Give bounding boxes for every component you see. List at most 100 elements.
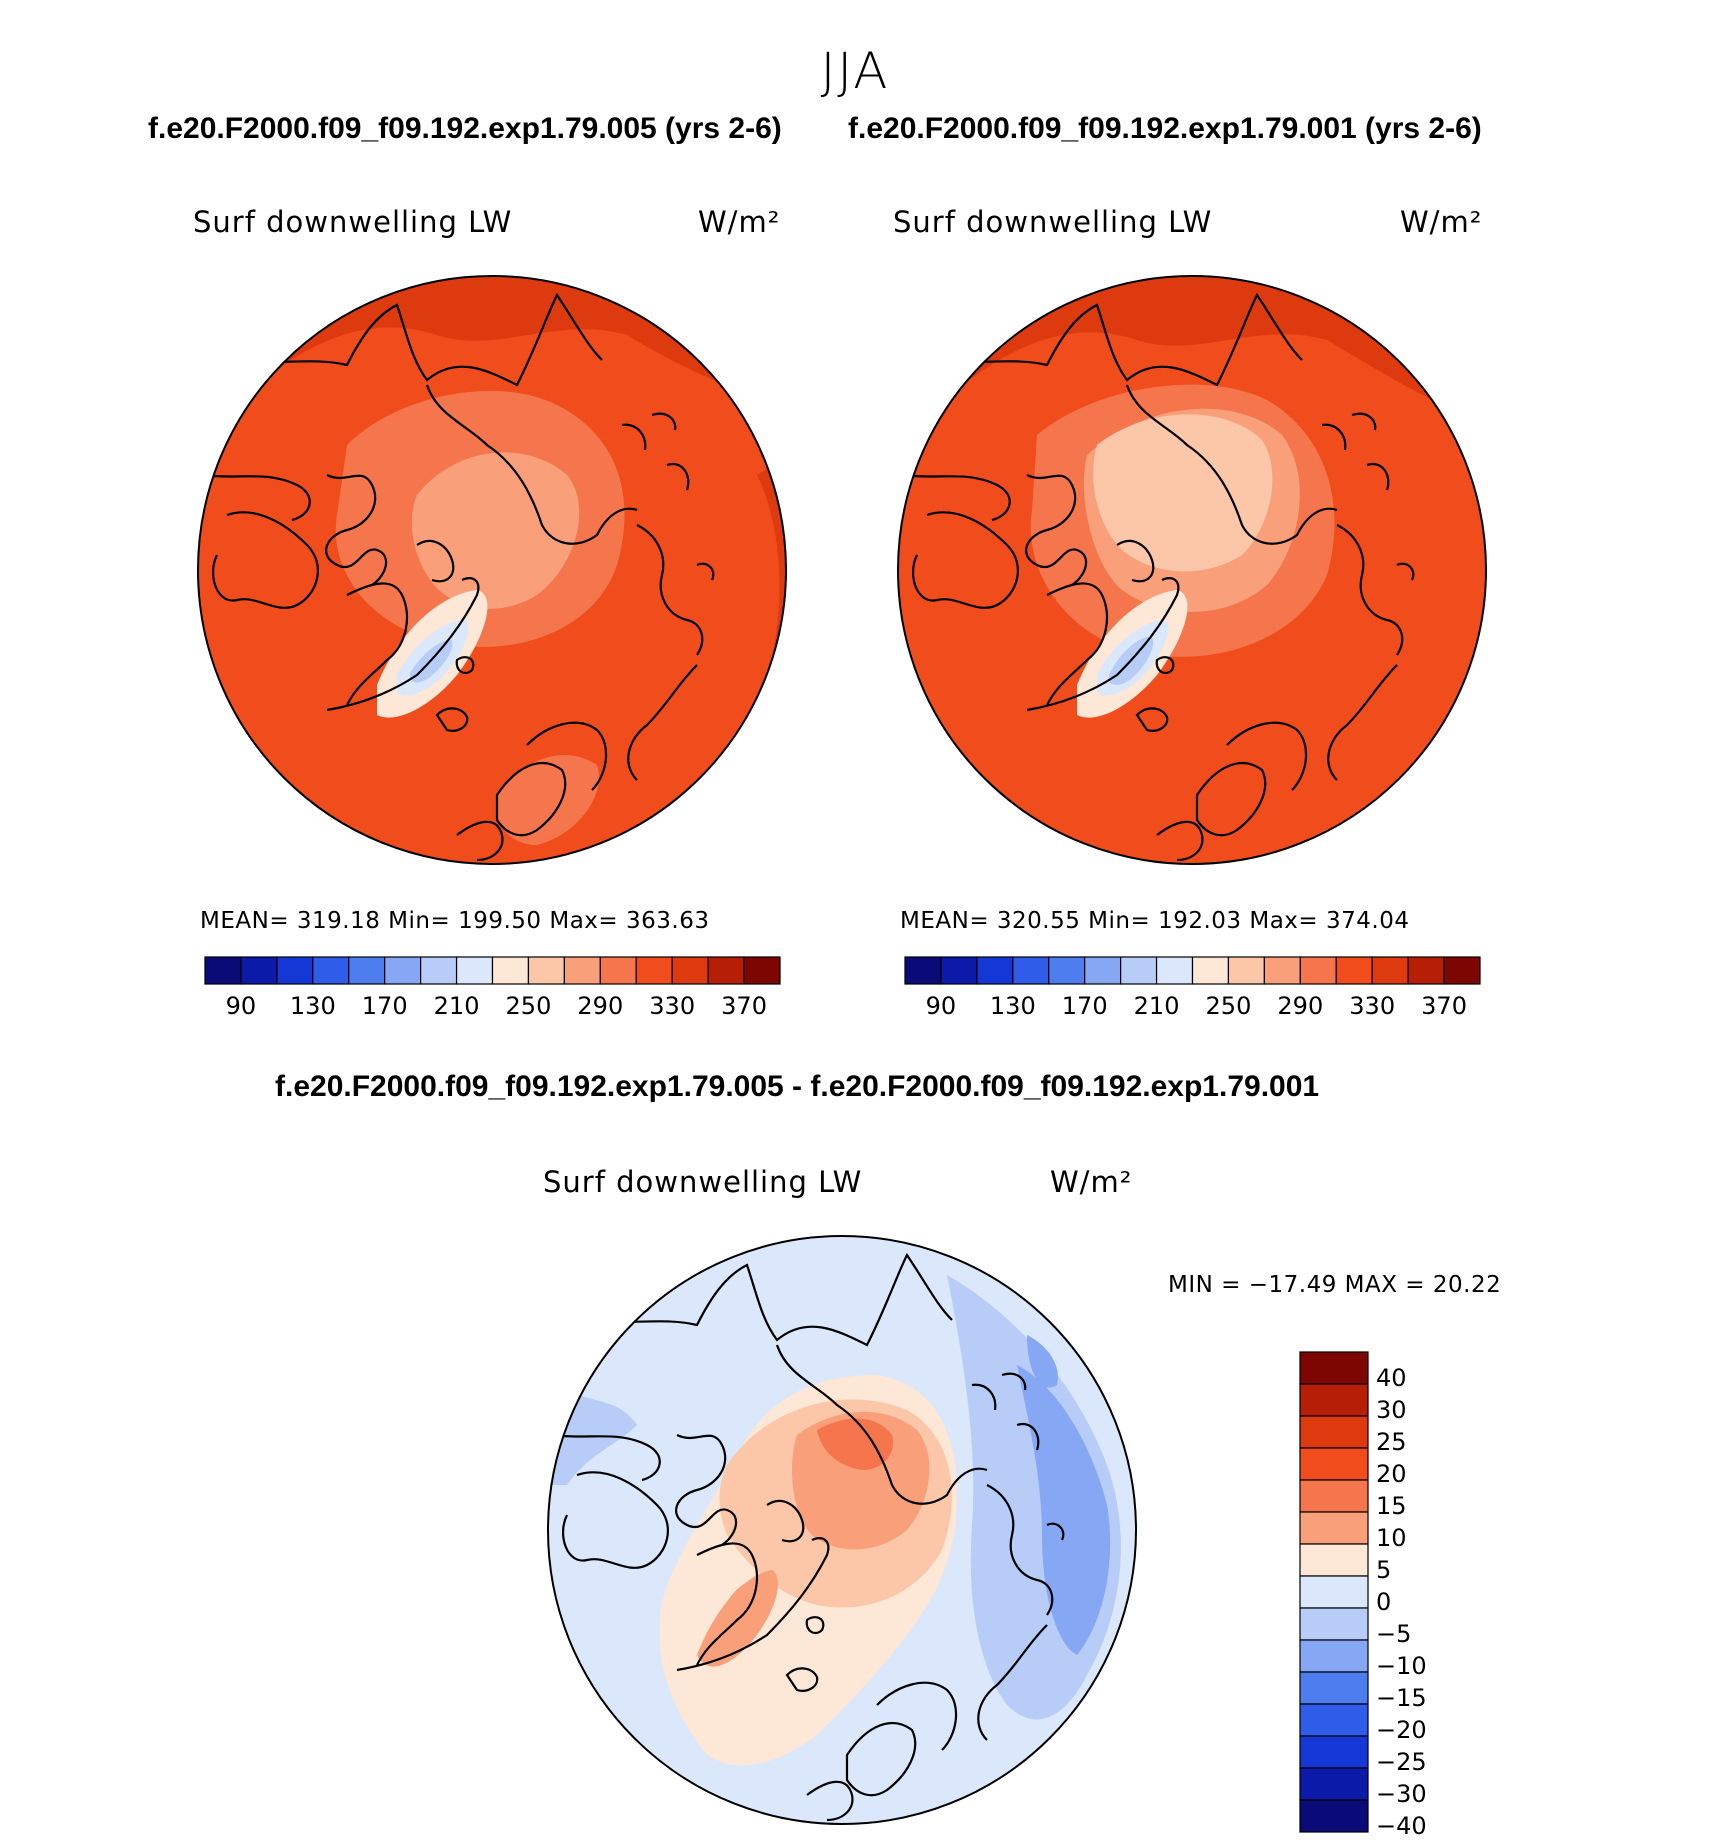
diff-colorbar-box-5 <box>1299 1511 1369 1545</box>
left-colorbar-box-7 <box>455 956 494 985</box>
right-colorbar-box-3 <box>1012 956 1050 985</box>
left-colorbar-box-2 <box>276 956 314 985</box>
right-colorbar-tick-3: 210 <box>1134 992 1180 1020</box>
diff-colorbar-box-1 <box>1299 1383 1369 1417</box>
right-stats: MEAN= 320.55 Min= 192.03 Max= 374.04 <box>900 908 1410 934</box>
right-colorbar-tick-0: 90 <box>926 992 957 1020</box>
diff-colorbar-box-9 <box>1299 1639 1369 1673</box>
diff-colorbar-box-13 <box>1299 1767 1369 1801</box>
left-coastlines <box>201 292 756 862</box>
diff-stats: MIN = −17.49 MAX = 20.22 <box>1168 1272 1502 1298</box>
right-colorbar-box-9 <box>1227 956 1265 985</box>
diff-colorbar-tick-14: −40 <box>1376 1812 1427 1840</box>
left-field-mid-scand <box>496 755 599 845</box>
right-colorbar-box-11 <box>1299 956 1337 985</box>
left-colorbar-box-15 <box>743 956 781 985</box>
left-colorbar-box-5 <box>384 956 422 985</box>
right-colorbar: 90 130 170 210 250 290 330 370 <box>904 956 1481 1020</box>
right-colorbar-tick-5: 290 <box>1277 992 1323 1020</box>
left-units-label: W/m² <box>698 205 781 239</box>
right-colorbar-tick-4: 250 <box>1206 992 1252 1020</box>
left-colorbar: 90 130 170 210 250 290 330 370 <box>204 956 781 1020</box>
right-colorbar-box-15 <box>1443 956 1481 985</box>
diff-colorbar-tick-11: −20 <box>1376 1716 1427 1744</box>
diff-colorbar-box-2 <box>1299 1415 1369 1449</box>
right-field-pale <box>1093 414 1273 572</box>
left-colorbar-tick-7: 370 <box>721 992 767 1020</box>
diff-colorbar-tick-10: −15 <box>1376 1684 1427 1712</box>
left-colorbar-tick-5: 290 <box>577 992 623 1020</box>
diff-colorbar-box-3 <box>1299 1447 1369 1481</box>
right-units-label: W/m² <box>1400 205 1483 239</box>
right-coastlines <box>901 292 1456 862</box>
diff-field-mid-north <box>817 1418 893 1470</box>
left-map-border <box>197 275 787 865</box>
diff-variable-label: Surf downwelling LW <box>543 1165 863 1199</box>
diff-colorbar-tick-7: 0 <box>1376 1588 1391 1616</box>
diff-title: f.e20.F2000.f09_f09.192.exp1.79.005 - f.… <box>275 1070 1320 1103</box>
left-colorbar-tick-1: 130 <box>290 992 336 1020</box>
diff-colorbar-tick-4: 15 <box>1376 1492 1407 1520</box>
diff-field-midblue-east <box>1017 1365 1111 1655</box>
left-colorbar-box-6 <box>420 956 458 985</box>
diff-field-midblue-ne <box>1027 1335 1058 1388</box>
left-colorbar-tick-4: 250 <box>506 992 552 1020</box>
diff-colorbar-tick-3: 20 <box>1376 1460 1407 1488</box>
right-colorbar-box-12 <box>1335 956 1373 985</box>
diff-colorbar-box-4 <box>1299 1479 1369 1513</box>
left-polar-map <box>197 275 787 865</box>
diff-colorbar-box-6 <box>1299 1543 1369 1577</box>
diff-colorbar: 40 30 25 20 15 10 5 0 −5 −10 −15 −20 −25 −30 −40 <box>1299 1351 1427 1840</box>
diff-colorbar-tick-2: 25 <box>1376 1428 1407 1456</box>
left-colorbar-box-9 <box>527 956 565 985</box>
diff-colorbar-box-14 <box>1299 1799 1369 1833</box>
diff-colorbar-box-10 <box>1299 1671 1369 1705</box>
left-colorbar-box-12 <box>635 956 673 985</box>
left-colorbar-box-13 <box>671 956 709 985</box>
left-case-title: f.e20.F2000.f09_f09.192.exp1.79.005 (yrs… <box>148 112 782 145</box>
diff-colorbar-tick-5: 10 <box>1376 1524 1407 1552</box>
right-colorbar-box-7 <box>1155 956 1194 985</box>
diff-colorbar-tick-6: 5 <box>1376 1556 1391 1584</box>
right-colorbar-tick-2: 170 <box>1062 992 1108 1020</box>
left-colorbar-box-3 <box>312 956 350 985</box>
diff-colorbar-box-8 <box>1299 1607 1369 1641</box>
right-colorbar-box-6 <box>1120 956 1158 985</box>
left-colorbar-box-1 <box>240 956 278 985</box>
right-polar-map <box>897 275 1487 865</box>
right-case-title: f.e20.F2000.f09_f09.192.exp1.79.001 (yrs… <box>848 112 1482 145</box>
left-colorbar-tick-2: 170 <box>362 992 408 1020</box>
diff-colorbar-tick-12: −25 <box>1376 1748 1427 1776</box>
right-colorbar-tick-6: 330 <box>1349 992 1395 1020</box>
diff-map-border <box>547 1235 1137 1825</box>
diff-colorbar-box-0 <box>1299 1351 1369 1385</box>
diff-colorbar-tick-1: 30 <box>1376 1396 1407 1424</box>
left-stats: MEAN= 319.18 Min= 199.50 Max= 363.63 <box>200 908 710 934</box>
right-colorbar-box-0 <box>904 956 942 985</box>
left-colorbar-box-8 <box>491 956 530 985</box>
left-colorbar-box-14 <box>707 956 745 985</box>
right-colorbar-box-14 <box>1407 956 1445 985</box>
right-colorbar-box-13 <box>1371 956 1409 985</box>
diff-colorbar-box-12 <box>1299 1735 1369 1769</box>
left-colorbar-tick-3: 210 <box>434 992 480 1020</box>
diff-colorbar-tick-8: −5 <box>1376 1620 1411 1648</box>
right-colorbar-tick-1: 130 <box>990 992 1036 1020</box>
diff-coastlines <box>551 1252 1106 1822</box>
left-colorbar-tick-6: 330 <box>649 992 695 1020</box>
right-colorbar-box-4 <box>1048 956 1086 985</box>
diff-units-label: W/m² <box>1050 1165 1133 1199</box>
diff-polar-map <box>547 1235 1137 1825</box>
right-colorbar-box-5 <box>1084 956 1122 985</box>
left-colorbar-box-0 <box>204 956 242 985</box>
diff-colorbar-tick-13: −30 <box>1376 1780 1427 1808</box>
season-title: JJA <box>820 42 890 100</box>
left-colorbar-box-10 <box>563 956 601 985</box>
right-colorbar-tick-7: 370 <box>1421 992 1467 1020</box>
right-map-border <box>897 275 1487 865</box>
diff-colorbar-box-11 <box>1299 1703 1369 1737</box>
left-variable-label: Surf downwelling LW <box>193 205 513 239</box>
left-colorbar-box-11 <box>599 956 637 985</box>
right-colorbar-box-10 <box>1263 956 1301 985</box>
left-colorbar-box-4 <box>348 956 386 985</box>
